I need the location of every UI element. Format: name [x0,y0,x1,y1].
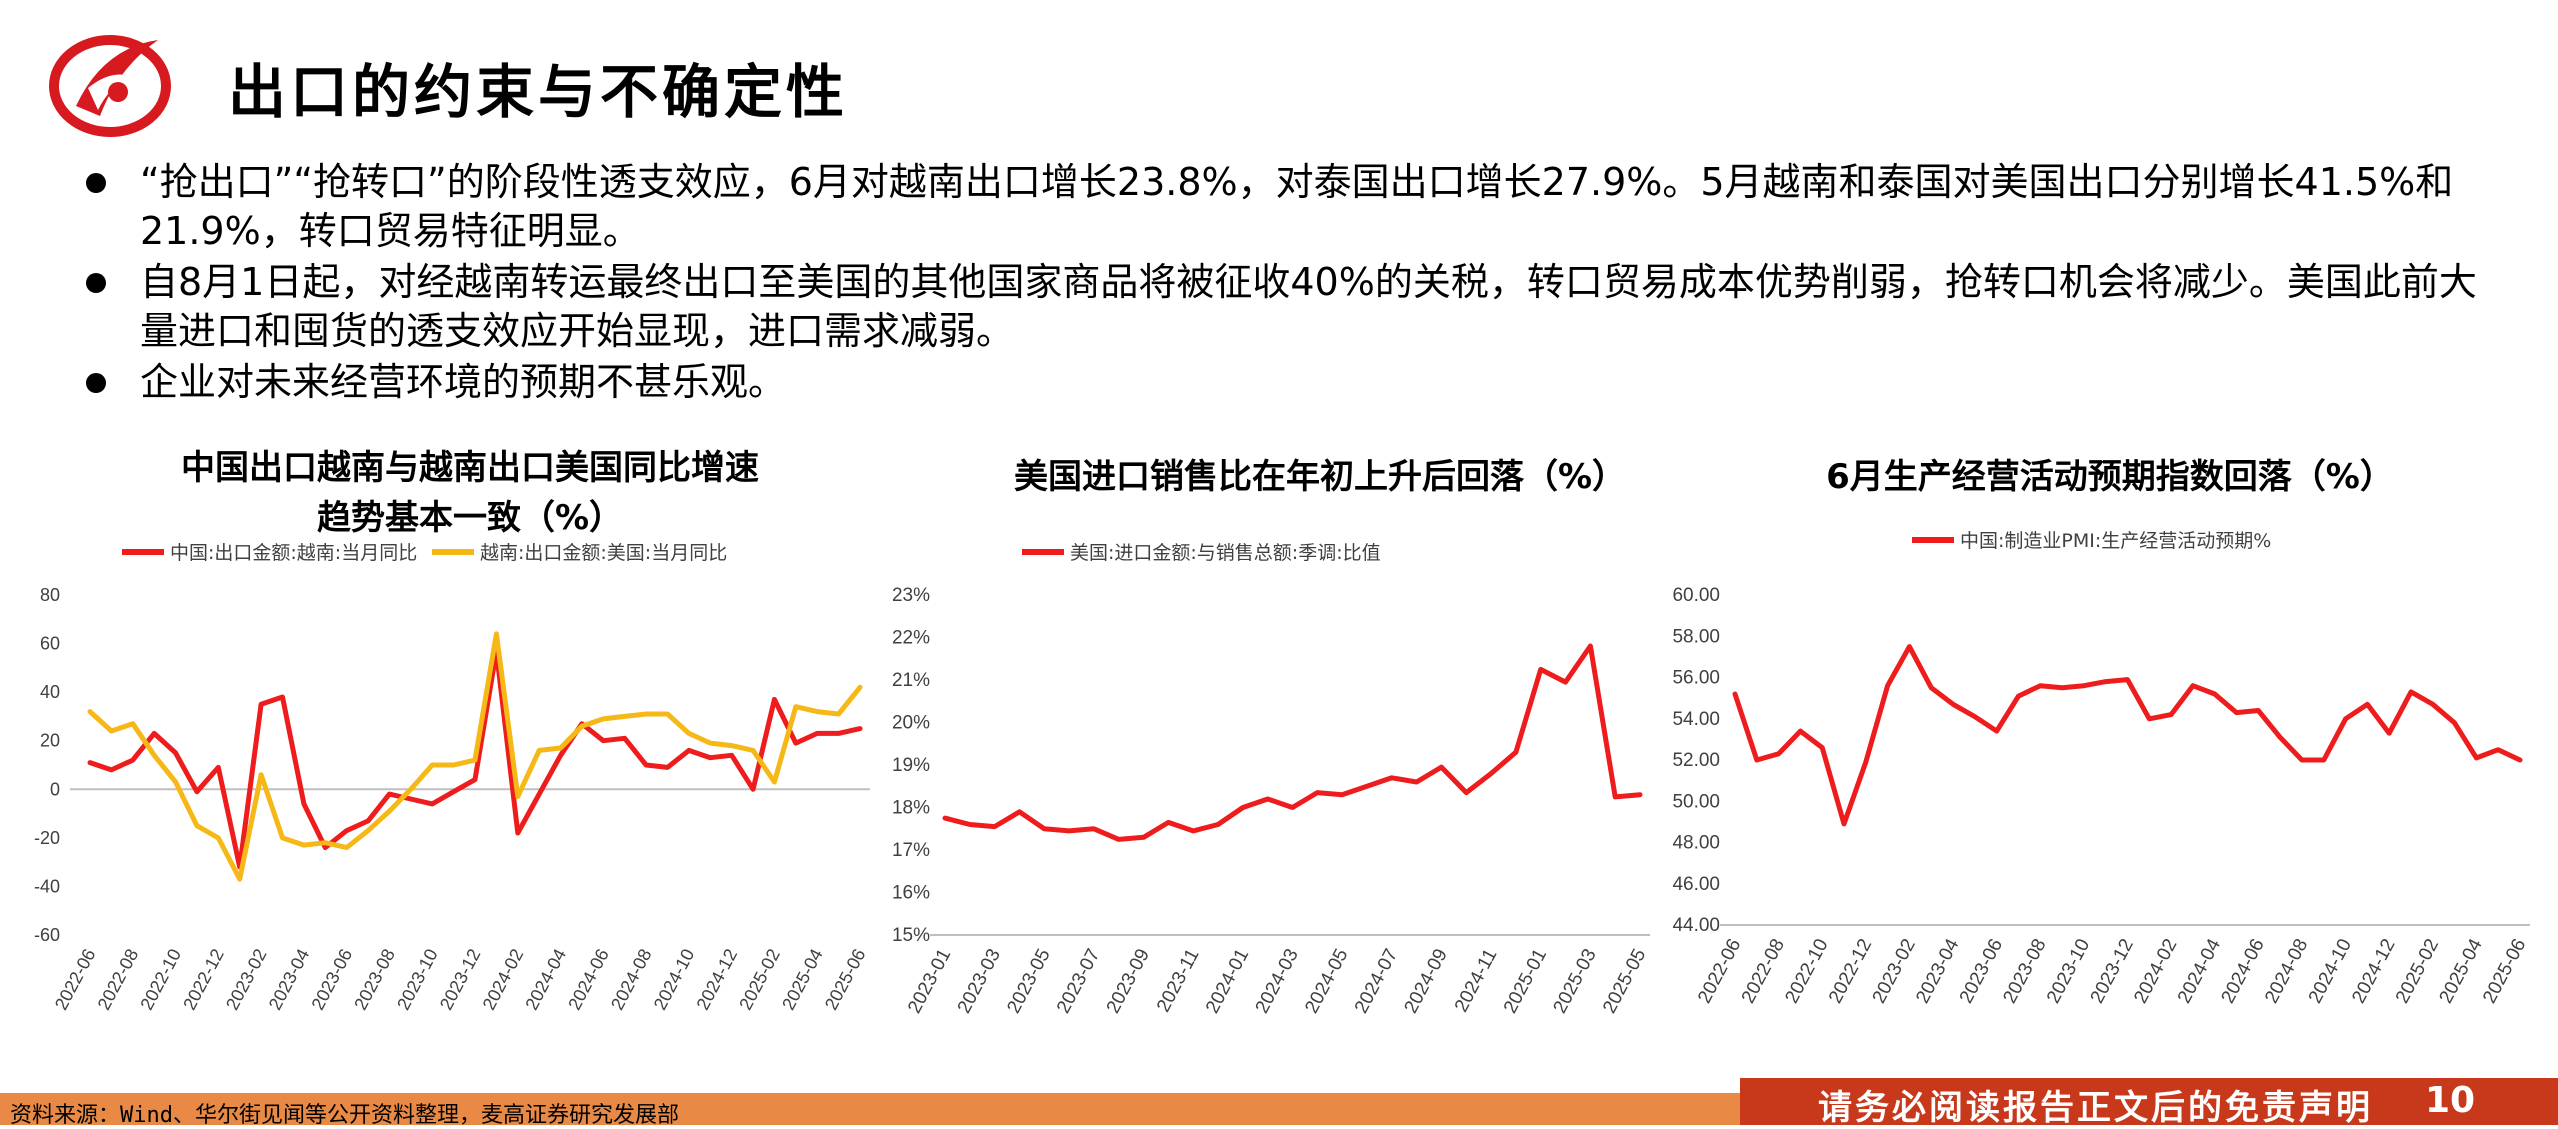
x-tick-label: 2023-05 [1003,945,1054,1016]
bullet-dot-icon [86,173,106,193]
y-tick-label: 50.00 [1672,791,1720,812]
y-tick-label: 0 [50,779,60,799]
page-title: 出口的约束与不确定性 [228,45,848,129]
y-tick-label: 54.00 [1672,709,1720,730]
chart-1-title-line2: 趋势基本一致（%） [60,493,880,543]
bullet-item: “抢出口”“抢转口”的阶段性透支效应，6月对越南出口增长23.8%，对泰国出口增… [80,158,2500,256]
y-tick-label: 80 [40,585,60,605]
bullet-text: 企业对未来经营环境的预期不甚乐观。 [140,360,786,404]
x-tick-label: 2024-08 [607,945,656,1013]
company-logo [48,28,178,138]
x-tick-label: 2024-06 [564,945,613,1013]
x-tick-label: 2024-02 [479,945,528,1013]
chart-china-vietnam-exports: 806040200-20-40-602022-062022-082022-102… [0,540,880,1080]
x-tick-label: 2024-01 [1202,945,1253,1016]
page-number: 10 [2425,1080,2475,1121]
x-tick-label: 2022-10 [136,945,185,1013]
series-line-0 [1735,647,2520,824]
x-tick-label: 2024-09 [1401,945,1452,1016]
legend-label-0: 中国:出口金额:越南:当月同比 [170,542,417,564]
chart-1-title: 中国出口越南与越南出口美国同比增速 趋势基本一致（%） [60,443,880,543]
y-tick-label: 40 [40,682,60,702]
bullet-item: 企业对未来经营环境的预期不甚乐观。 [80,358,2500,407]
x-tick-label: 2024-12 [693,945,742,1013]
legend-label-0: 中国:制造业PMI:生产经营活动预期% [1960,530,2271,552]
x-tick-label: 2024-10 [650,945,699,1013]
x-tick-label: 2022-12 [179,945,228,1013]
y-tick-label: 23% [892,585,930,606]
x-tick-label: 2023-07 [1053,945,1104,1016]
chart-3-title: 6月生产经营活动预期指数回落（%） [1700,452,2520,502]
x-tick-label: 2023-12 [436,945,485,1013]
x-tick-label: 2025-02 [735,945,784,1013]
chart-pmi-expectation: 60.00 58.00 56.00 54.00 52.00 50.00 48.00 46.00… [1640,520,2540,1080]
legend-label-0: 美国:进口金额:与销售总额:季调:比值 [1070,542,1381,564]
x-tick-label: 2023-06 [308,945,357,1013]
bullet-text: “抢出口”“抢转口”的阶段性透支效应，6月对越南出口增长23.8%，对泰国出口增… [140,160,2453,253]
x-tick-label: 2024-07 [1351,945,1402,1016]
y-tick-label: 60 [40,634,60,654]
y-tick-label: 52.00 [1672,750,1720,771]
x-tick-label: 2024-05 [1301,945,1352,1016]
x-tick-label: 2023-11 [1153,945,1204,1015]
y-tick-label: 18% [892,798,930,819]
y-tick-label: 17% [892,840,930,861]
y-tick-label: 20% [892,713,930,734]
y-tick-label: 20 [40,731,60,751]
x-tick-label: 2022-06 [51,945,100,1013]
legend-label-1: 越南:出口金额:美国:当月同比 [480,542,727,564]
footer-source: 资料来源：Wind、华尔街见闻等公开资料整理，麦高证券研究发展部 [10,1097,679,1129]
x-tick-label: 2025-01 [1500,945,1551,1016]
y-tick-label: 46.00 [1672,874,1720,895]
footer-disclaimer-link[interactable]: 请务必阅读报告正文后的免责声明 [1818,1080,2373,1129]
series-line-1 [90,634,860,879]
x-tick-label: 2022-08 [94,945,143,1013]
x-tick-label: 2023-09 [1103,945,1154,1016]
x-tick-label: 2024-03 [1252,945,1303,1016]
y-tick-label: 56.00 [1672,668,1720,689]
x-tick-label: 2023-08 [350,945,399,1013]
x-tick-label: 2025-03 [1549,945,1600,1016]
bullet-item: 自8月1日起，对经越南转运最终出口至美国的其他国家商品将被征收40%的关税，转口… [80,258,2500,356]
y-tick-label: -60 [34,925,60,945]
y-tick-label: 19% [892,755,930,776]
chart-1-title-line1: 中国出口越南与越南出口美国同比增速 [60,443,880,493]
y-tick-label: 21% [892,670,930,691]
x-tick-label: 2023-02 [222,945,271,1013]
bullet-list: “抢出口”“抢转口”的阶段性透支效应，6月对越南出口增长23.8%，对泰国出口增… [80,158,2500,409]
bullet-dot-icon [86,373,106,393]
y-tick-label: -40 [34,876,60,896]
x-tick-label: 2024-04 [521,945,570,1013]
x-tick-label: 2023-04 [265,945,314,1013]
y-tick-label: 60.00 [1672,585,1720,606]
bullet-text: 自8月1日起，对经越南转运最终出口至美国的其他国家商品将被征收40%的关税，转口… [140,260,2477,353]
series-line-0 [945,646,1640,839]
y-tick-label: 58.00 [1672,626,1720,647]
y-tick-label: 15% [892,925,930,946]
y-tick-label: 44.00 [1672,915,1720,936]
y-tick-label: 16% [892,883,930,904]
x-tick-label: 2025-04 [778,945,827,1013]
y-tick-label: 48.00 [1672,833,1720,854]
x-tick-label: 2024-11 [1451,945,1502,1015]
chart-2-title: 美国进口销售比在年初上升后回落（%） [920,452,1720,502]
x-tick-label: 2023-10 [393,945,442,1013]
chart-us-import-sales-ratio: 23%22%21%20%19%18%17%16%15%2023-012023-0… [860,540,1660,1080]
x-tick-label: 2025-06 [2479,935,2530,1006]
bullet-dot-icon [86,273,106,293]
x-tick-label: 2023-01 [904,945,955,1016]
y-tick-label: 22% [892,628,930,649]
y-tick-label: -20 [34,828,60,848]
x-tick-label: 2023-03 [954,945,1005,1016]
